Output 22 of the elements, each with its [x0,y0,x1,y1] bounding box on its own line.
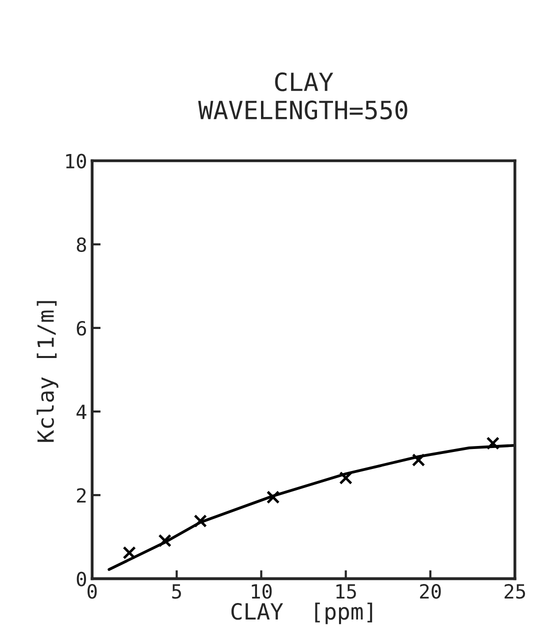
point [266,490,280,504]
y-tick-label: 10 [66,154,86,168]
y-tick-label: 2 [77,488,86,503]
y-tick-label: 8 [76,237,86,252]
point [158,534,172,548]
x-tick-label: 0 [88,584,97,599]
point [486,436,500,450]
y-tick-label: 4 [76,404,86,419]
point [412,453,426,467]
x-tick-label: 15 [336,584,356,599]
point [194,514,207,528]
x-tick-label: 5 [172,584,181,599]
x-tick-label: 20 [420,584,441,599]
x-tick-label: 10 [252,584,272,599]
chart-title: CLAY WAVELENGTH=550 [198,72,408,120]
y-tick-label: 6 [76,320,86,336]
x-axis-title: CLAY [ppm] [231,602,372,624]
y-tick-label: 0 [76,572,86,586]
point [122,546,136,560]
x-tick-label: 25 [504,584,526,599]
point [339,471,352,485]
y-axis-title: Kclay [1/m] [36,301,58,442]
